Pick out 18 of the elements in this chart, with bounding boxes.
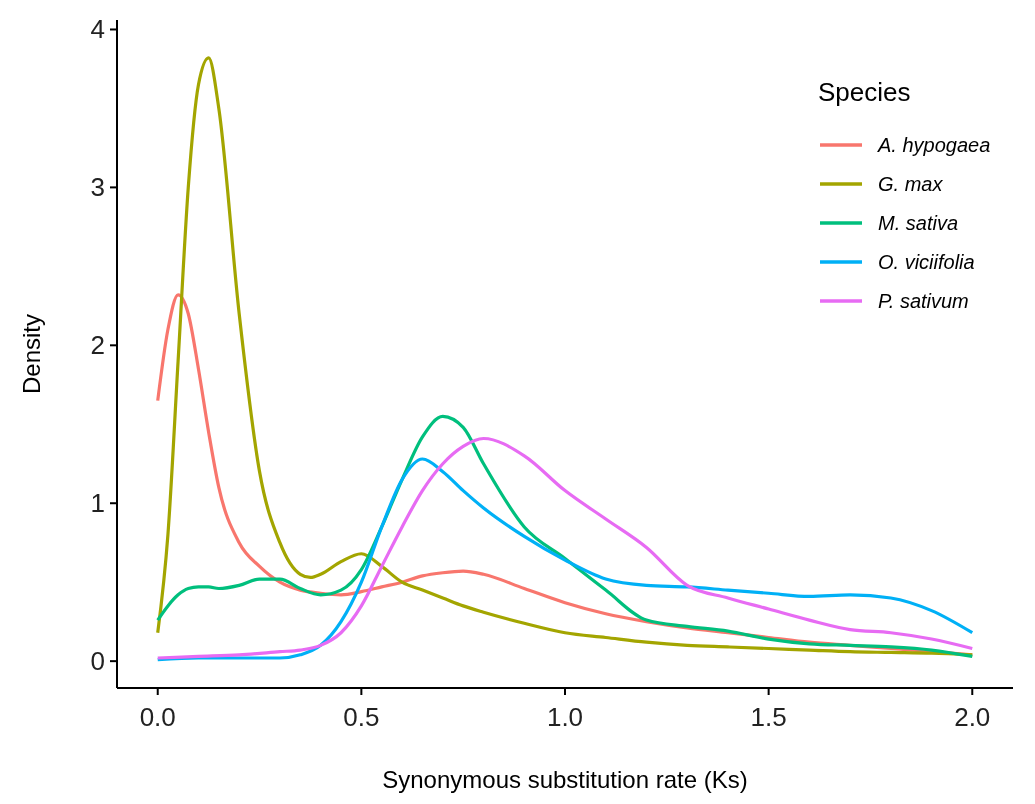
y-axis-title: Density [18,313,45,395]
x-tick-label: 0.5 [343,702,380,732]
y-tick-label: 0 [90,646,105,677]
y-tick-label: 2 [90,330,105,361]
x-tick-label: 1.5 [750,702,787,732]
legend-label: M. sativa [878,212,959,234]
legend-label: A. hypogaea [877,134,991,156]
legend-label: O. viciifolia [878,251,975,273]
legend-title: Species [818,77,911,107]
y-tick-label: 4 [90,14,105,45]
y-tick-label: 1 [90,488,105,519]
x-axis-title: Synonymous substitution rate (Ks) [382,766,748,793]
legend-label: G. max [878,173,944,195]
x-tick-label: 1.0 [546,702,584,732]
x-tick-label: 0.0 [139,702,176,732]
legend-label: P. sativum [878,290,969,312]
y-tick-label: 3 [90,172,105,203]
x-tick-label: 2.0 [954,702,991,732]
